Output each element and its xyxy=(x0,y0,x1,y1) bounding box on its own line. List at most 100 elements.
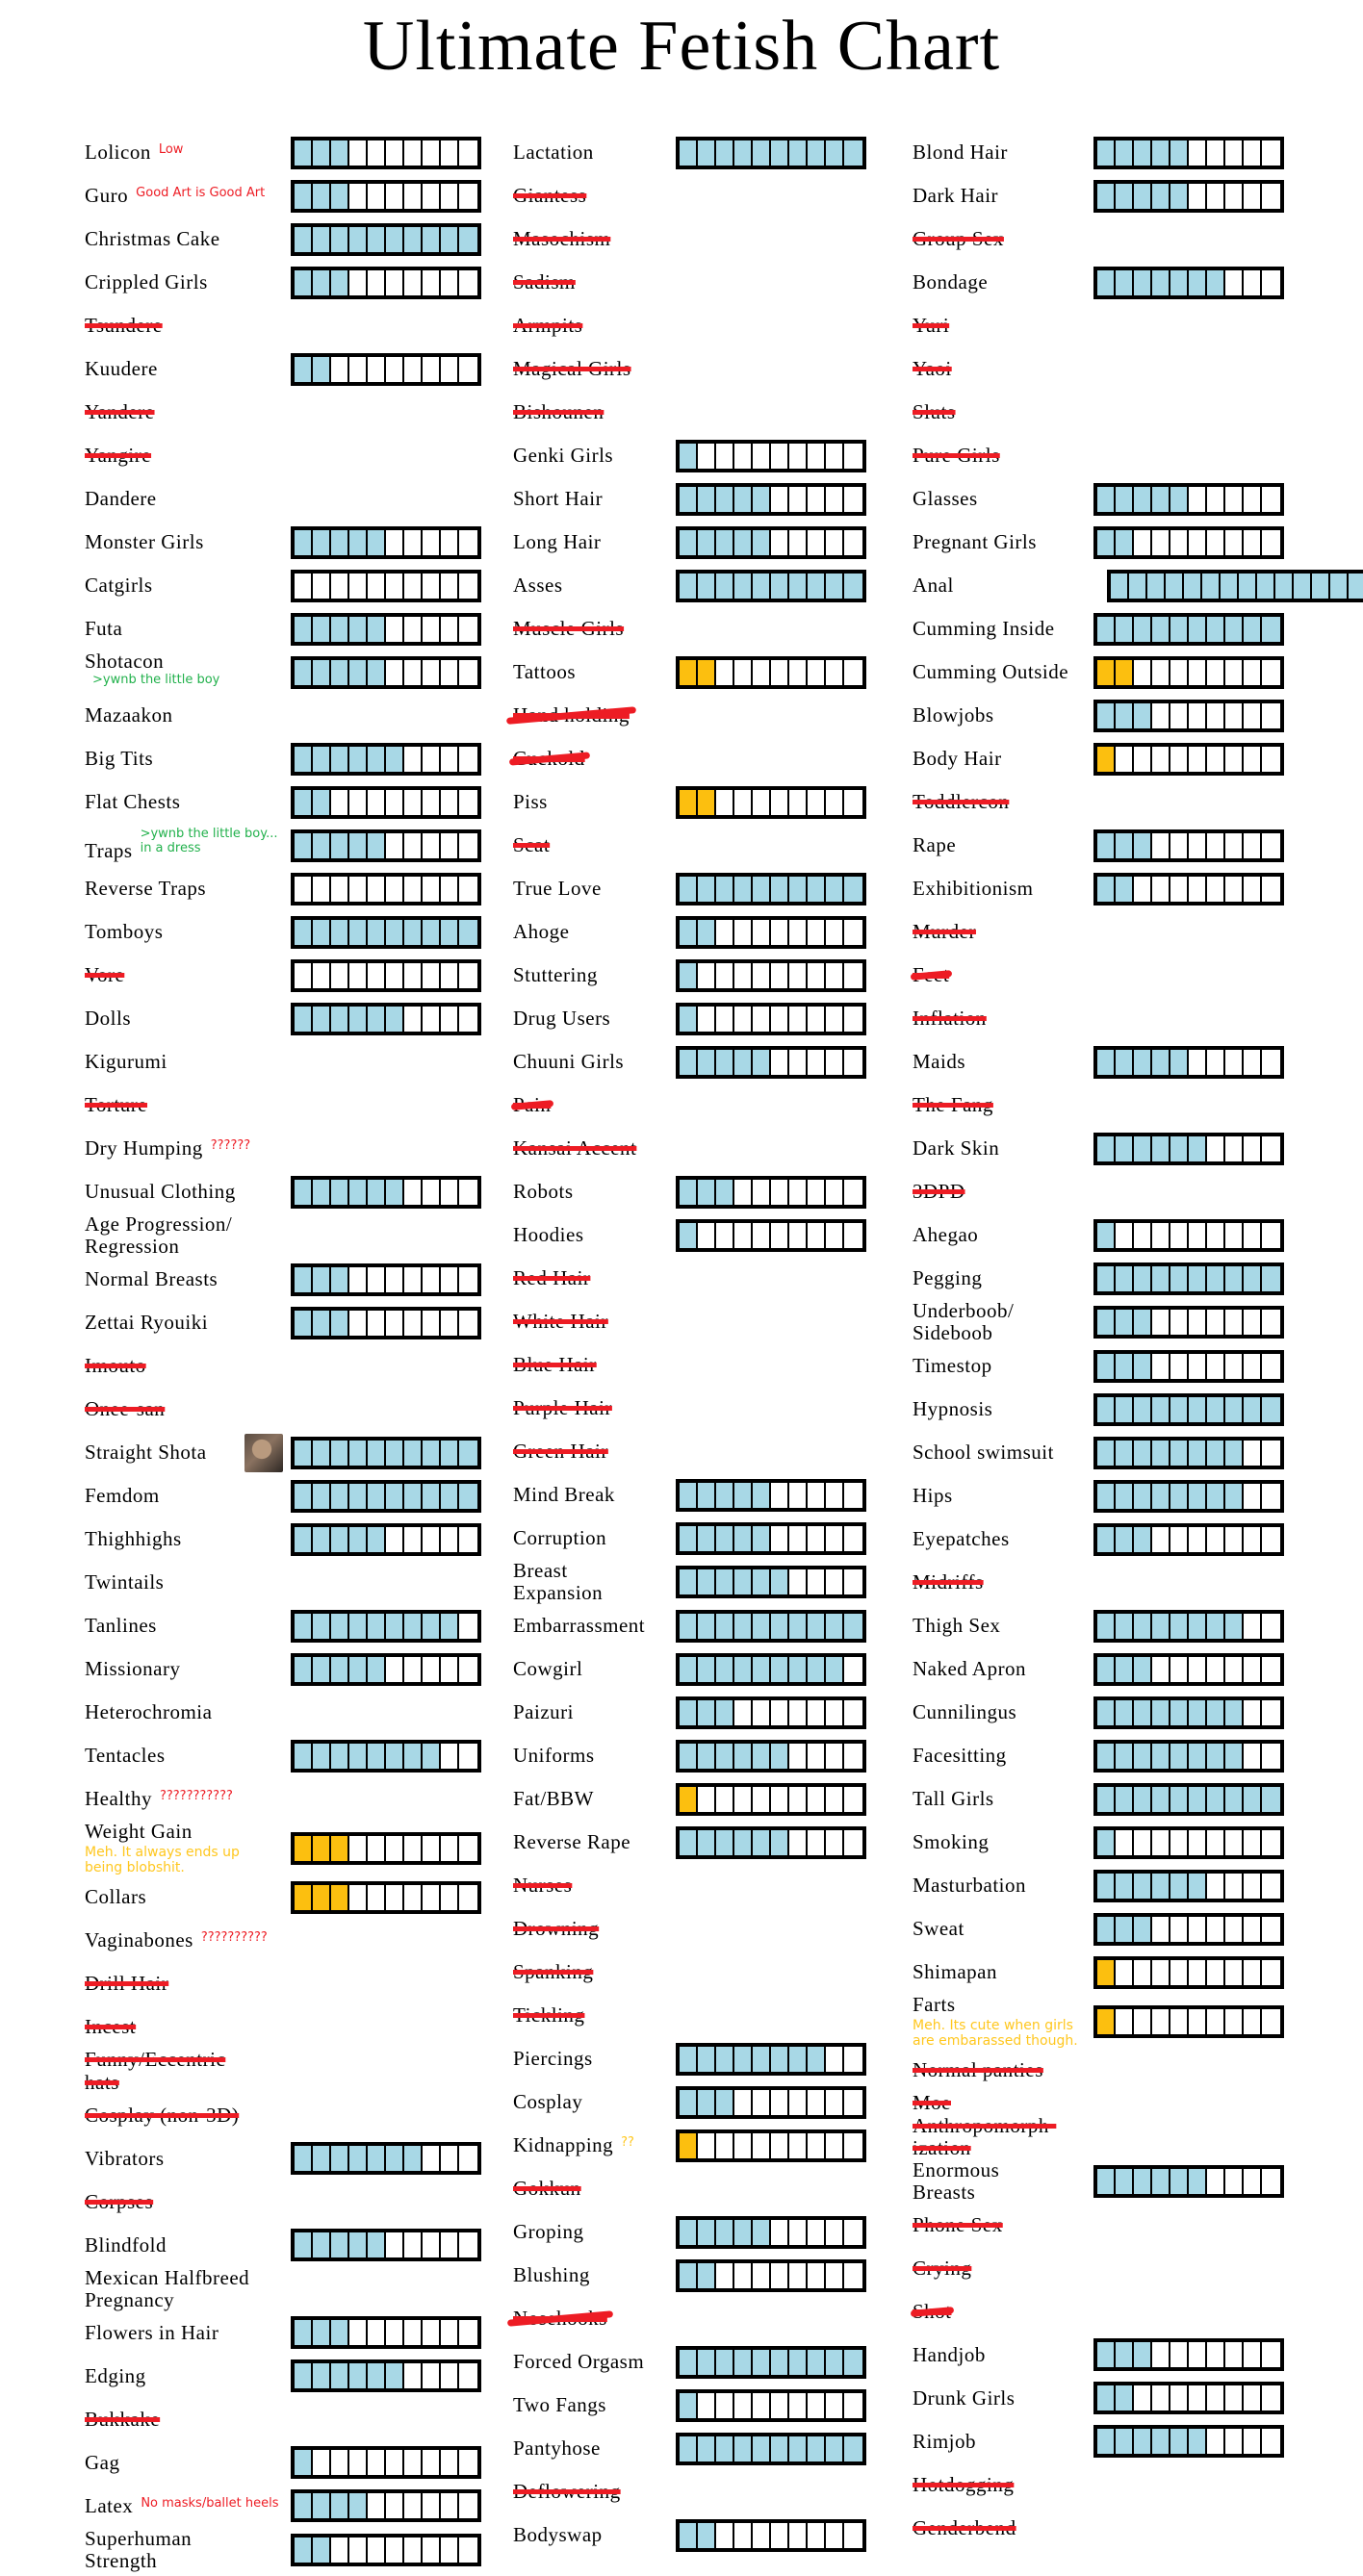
rating-cell-empty xyxy=(404,1656,423,1682)
rating-cell-empty xyxy=(1152,832,1170,858)
rating-cell-filled xyxy=(1116,1265,1134,1291)
item-label-wrap: Chuuni Girls xyxy=(513,1050,676,1073)
item-label: Facesitting xyxy=(913,1744,1007,1768)
rating-cell-empty xyxy=(1189,1829,1207,1855)
rating-cell-empty xyxy=(844,2522,862,2548)
rating-cell-filled xyxy=(680,2219,698,2245)
item-label: Vibrators xyxy=(85,2146,165,2170)
item-label: Vaginabones xyxy=(85,1928,193,1952)
rating-cell-empty xyxy=(734,2522,753,2548)
rating-cell-filled xyxy=(349,529,368,555)
rating-cell-filled xyxy=(386,919,404,945)
rating-cell-empty xyxy=(423,1179,441,1205)
item-label-wrap: Reverse Rape xyxy=(513,1831,676,1853)
item-label-wrap: Drunk Girls xyxy=(913,2386,1093,2410)
rating-cell-empty xyxy=(349,1835,368,1861)
item-label-wrap: Magical Girls xyxy=(513,357,866,380)
rating-cell-filled xyxy=(313,1884,331,1910)
chart-row: Cumming Inside xyxy=(913,607,1284,650)
rating-cell-filled xyxy=(716,529,734,555)
rating-bar xyxy=(676,2345,866,2379)
rating-bar xyxy=(291,1479,481,1513)
rating-cell-filled xyxy=(349,919,368,945)
rating-cell-empty xyxy=(349,183,368,209)
rating-cell-filled xyxy=(295,1440,313,1466)
rating-cell-empty xyxy=(808,529,826,555)
rating-cell-filled xyxy=(734,486,753,512)
rating-cell-filled xyxy=(1207,1483,1225,1509)
rating-cell-empty xyxy=(368,2493,386,2519)
rating-cell-filled xyxy=(1225,1613,1244,1639)
rating-cell-empty xyxy=(423,832,441,858)
rating-cell-filled xyxy=(698,1743,716,1769)
rating-cell-empty xyxy=(1225,140,1244,166)
rating-cell-filled xyxy=(331,1310,349,1336)
chart-row: Healthy??????????? xyxy=(85,1777,481,1821)
rating-cell-filled xyxy=(295,1613,313,1639)
rating-cell-filled xyxy=(1116,486,1134,512)
chart-row: Hoodies xyxy=(513,1213,866,1257)
rating-cell-empty xyxy=(771,1006,789,1032)
item-label-wrap: Blushing xyxy=(513,2264,676,2286)
rating-cell-filled xyxy=(1152,616,1170,642)
rating-cell-empty xyxy=(368,2450,386,2476)
item-label: Embarrassment xyxy=(513,1614,646,1638)
chart-row: Ahegao xyxy=(913,1213,1284,1257)
rating-cell-filled xyxy=(349,1743,368,1769)
item-label-wrap: Reverse Traps xyxy=(85,877,291,900)
rating-cell-empty xyxy=(423,2146,441,2172)
chart-row: Chuuni Girls xyxy=(513,1040,866,1084)
rating-cell-filled xyxy=(771,140,789,166)
rating-cell-filled xyxy=(734,1049,753,1075)
item-label-struck: Yangire xyxy=(85,443,152,467)
rating-cell-empty xyxy=(459,183,477,209)
rating-cell-filled xyxy=(423,1440,441,1466)
chart-row: Edging xyxy=(85,2355,481,2398)
rating-cell-empty xyxy=(423,1526,441,1552)
chart-row: Drowning xyxy=(513,1907,866,1951)
rating-cell-filled xyxy=(349,1483,368,1509)
rating-cell-empty xyxy=(1170,1916,1189,1942)
item-label-struck: Purple Hair xyxy=(513,1395,612,1419)
rating-cell-filled xyxy=(734,1656,753,1682)
chart-row: Enormous Breasts xyxy=(913,2158,1284,2204)
rating-cell-filled xyxy=(1225,1440,1244,1466)
rating-cell-filled xyxy=(295,2537,313,2563)
rating-cell-empty xyxy=(1207,486,1225,512)
rating-cell-empty xyxy=(423,356,441,382)
rating-cell-filled xyxy=(331,659,349,685)
rating-cell-filled xyxy=(680,2089,698,2115)
rating-cell-empty xyxy=(1170,529,1189,555)
rating-cell-filled xyxy=(313,1483,331,1509)
rating-cell-empty xyxy=(844,1699,862,1725)
rating-cell-empty xyxy=(1225,1222,1244,1248)
rating-cell-empty xyxy=(1262,1440,1280,1466)
rating-cell-empty xyxy=(1134,2008,1152,2034)
rating-cell-empty xyxy=(844,443,862,469)
chart-row: Corpses xyxy=(85,2181,481,2224)
rating-cell-filled xyxy=(771,1656,789,1682)
item-label-wrap: Shot xyxy=(913,2300,1284,2323)
rating-cell-empty xyxy=(826,1049,844,1075)
rating-cell-filled xyxy=(331,1884,349,1910)
rating-cell-empty xyxy=(826,659,844,685)
rating-cell-empty xyxy=(1189,183,1207,209)
rating-cell-filled xyxy=(1116,1135,1134,1161)
rating-cell-empty xyxy=(716,659,734,685)
rating-cell-empty xyxy=(698,2392,716,2418)
rating-cell-empty xyxy=(1189,1222,1207,1248)
rating-cell-filled xyxy=(1294,573,1312,599)
item-label-wrap: Anal xyxy=(913,574,1107,597)
rating-bar xyxy=(1093,179,1284,213)
chart-row: Midriffs xyxy=(913,1561,1284,1604)
item-label-wrap: Cowgirl xyxy=(513,1658,676,1680)
rating-bar xyxy=(676,2432,866,2465)
rating-bar xyxy=(1093,1869,1284,1902)
item-label-wrap: Yandere xyxy=(85,400,481,423)
rating-cell-empty xyxy=(1207,1873,1225,1899)
item-label-wrap: Mexican Halfbreed Pregnancy xyxy=(85,2266,481,2311)
rating-cell-empty xyxy=(1189,659,1207,685)
item-label: Farts xyxy=(913,1993,956,2017)
rating-cell-filled xyxy=(1207,616,1225,642)
rating-cell-filled xyxy=(1207,1613,1225,1639)
